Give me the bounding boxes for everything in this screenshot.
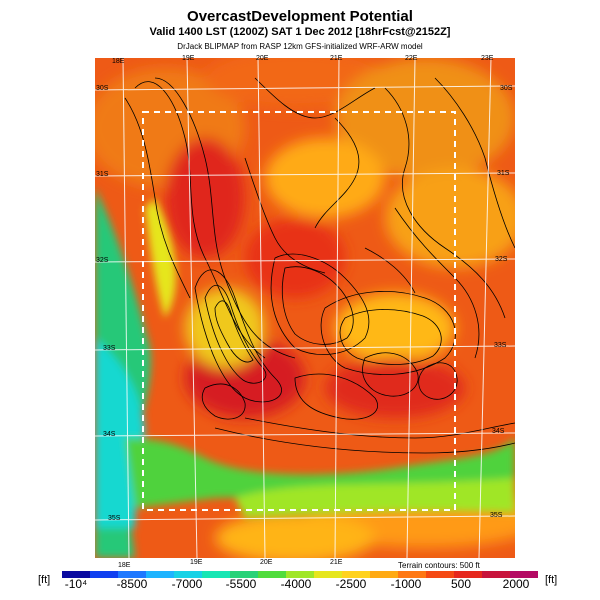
lat-label-left: 32S — [96, 257, 109, 264]
lat-label-right: 32S — [495, 256, 508, 263]
colorbar-swatch — [398, 571, 427, 578]
lon-label-top: 20E — [256, 55, 269, 62]
lat-label-left: 34S — [103, 431, 116, 438]
lat-label-right: 34S — [492, 428, 505, 435]
lat-label-right: 30S — [500, 85, 513, 92]
lon-label-top: 19E — [182, 55, 195, 62]
field-shading — [95, 58, 515, 558]
colorbar — [62, 571, 538, 578]
colorbar-swatch — [454, 571, 483, 578]
colorbar-label: -10⁴ — [64, 577, 88, 591]
source-line: DrJack BLIPMAP from RASP 12km GFS-initia… — [177, 42, 423, 51]
colorbar-swatch — [314, 571, 343, 578]
lon-label-bottom: 21E — [330, 559, 343, 566]
lon-label-top: 23E — [481, 55, 494, 62]
colorbar-swatch — [202, 571, 231, 578]
lat-label-left: 35S — [108, 515, 121, 522]
lon-label-top: 22E — [405, 55, 418, 62]
colorbar-unit-right: [ft] — [545, 574, 558, 586]
colorbar-swatch — [342, 571, 371, 578]
map-title: OvercastDevelopment Potential — [187, 8, 413, 25]
colorbar-label: -1000 — [390, 577, 422, 591]
colorbar-swatch — [426, 571, 455, 578]
colorbar-swatch — [370, 571, 399, 578]
lat-label-left: 31S — [96, 171, 109, 178]
lat-label-right: 31S — [497, 170, 510, 177]
colorbar-swatch — [62, 571, 91, 578]
colorbar-label: -2500 — [335, 577, 367, 591]
lat-label-left: 33S — [103, 345, 116, 352]
colorbar-swatch — [286, 571, 315, 578]
terrain-contour-note: Terrain contours: 500 ft — [398, 561, 480, 570]
colorbar-label: 2000 — [502, 577, 530, 591]
colorbar-swatch — [174, 571, 203, 578]
colorbar-swatch — [258, 571, 287, 578]
colorbar-swatch — [90, 571, 119, 578]
lat-label-right: 35S — [490, 512, 503, 519]
colorbar-label: -7000 — [171, 577, 203, 591]
colorbar-swatch — [510, 571, 538, 578]
lon-label-bottom: 18E — [118, 562, 131, 569]
colorbar-unit-left: [ft] — [38, 574, 51, 586]
colorbar-swatch — [482, 571, 511, 578]
lon-label-top: 21E — [330, 55, 343, 62]
forecast-map — [95, 58, 515, 558]
colorbar-label: -8500 — [116, 577, 148, 591]
lat-label-left: 30S — [96, 85, 109, 92]
colorbar-label: -5500 — [225, 577, 257, 591]
colorbar-label: 500 — [450, 577, 472, 591]
colorbar-swatch — [118, 571, 147, 578]
lon-label-bottom: 19E — [190, 559, 203, 566]
lon-label-top: 18E — [112, 58, 125, 65]
lon-label-bottom: 20E — [260, 559, 273, 566]
lat-label-right: 33S — [494, 342, 507, 349]
colorbar-label: -4000 — [280, 577, 312, 591]
colorbar-swatch — [230, 571, 259, 578]
valid-time-line: Valid 1400 LST (1200Z) SAT 1 Dec 2012 [1… — [149, 26, 451, 38]
colorbar-swatch — [146, 571, 175, 578]
